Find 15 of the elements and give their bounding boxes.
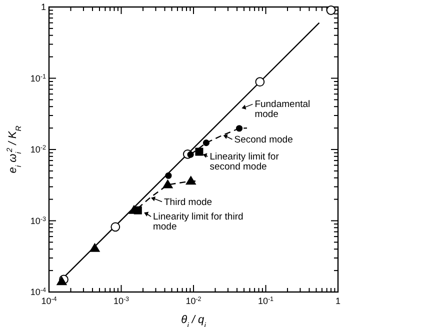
x-tick-label: 10$^{-2}$ xyxy=(186,296,202,306)
annotation: Linearity limit for second mode xyxy=(210,152,279,173)
annotation: Fundamental mode xyxy=(254,99,310,120)
y-tick-label: 10$^{-2}$ xyxy=(30,144,46,154)
annotation: Third mode xyxy=(164,196,212,208)
x-tick-label: 10$^{-3}$ xyxy=(113,296,130,306)
annotation: Linearity limit for third mode xyxy=(153,212,244,233)
y-tick-label: 10$^{-3}$ xyxy=(30,215,46,226)
x-tick-label: 10$^{-4}$ xyxy=(41,296,58,306)
annotation: Second mode xyxy=(234,134,293,146)
x-tick-label: 1 xyxy=(335,296,341,306)
y-tick-label: 10$^{-1}$ xyxy=(30,72,46,84)
y-tick-label: 10$^{-4}$ xyxy=(30,286,46,297)
y-tick-label: 1 xyxy=(40,2,46,12)
x-tick-label: 10$^{-1}$ xyxy=(258,296,274,306)
